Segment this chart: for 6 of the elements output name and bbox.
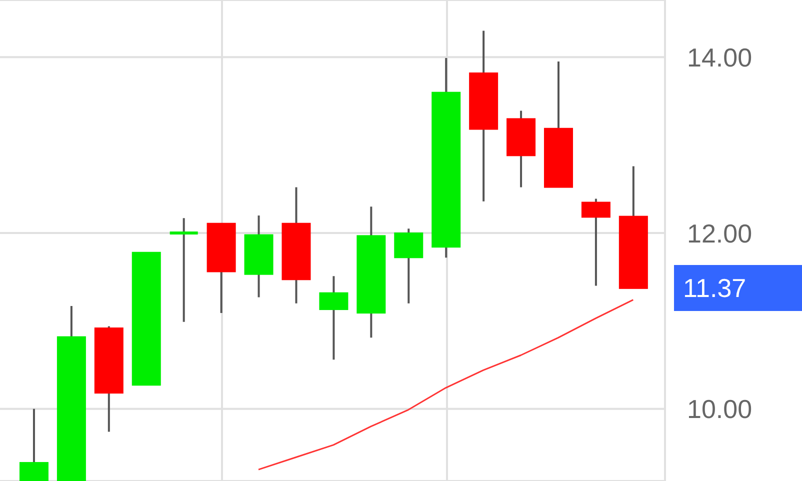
y-tick-label: 10.00 bbox=[687, 394, 752, 424]
candlestick bbox=[170, 217, 198, 323]
text: 11.37 bbox=[674, 265, 802, 312]
y-tick-label: 12.00 bbox=[687, 218, 752, 248]
line-series bbox=[258, 299, 634, 470]
y-tick-label: 14.00 bbox=[687, 42, 752, 72]
